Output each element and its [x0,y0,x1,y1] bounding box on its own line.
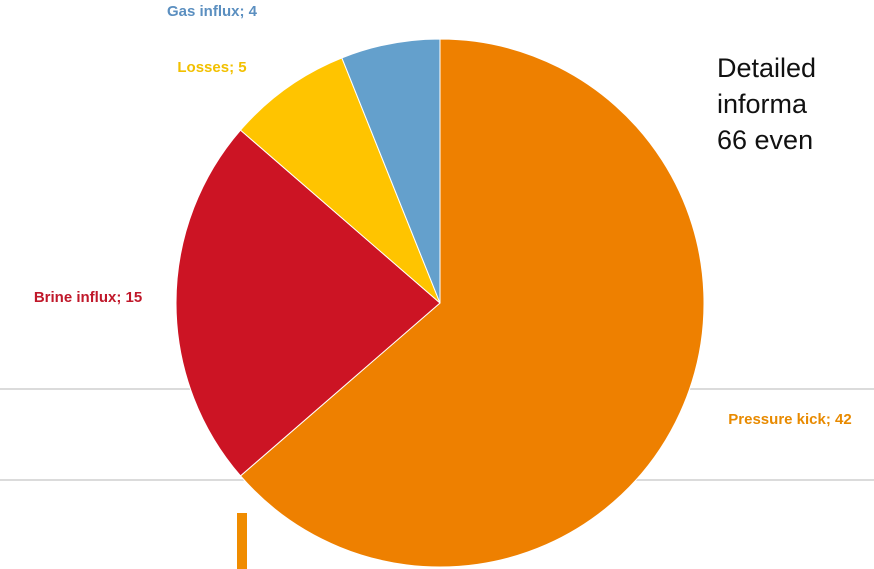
pie [175,38,705,568]
slice [239,57,441,304]
note-line: Detailed [717,53,817,83]
note-line: informa [717,89,808,119]
background-bar [237,513,247,569]
slice-label: Pressure kick; 42 [728,411,852,428]
slice [341,38,441,304]
slice-label: Gas influx; 4 [166,3,258,20]
note: Detailed informa 66 even [717,50,816,158]
slice [239,38,705,568]
slice [175,129,441,477]
slice-label: Brine influx; 15 [33,289,143,306]
note-line: 66 even [717,125,814,155]
slice-label: Losses; 5 [177,59,247,76]
